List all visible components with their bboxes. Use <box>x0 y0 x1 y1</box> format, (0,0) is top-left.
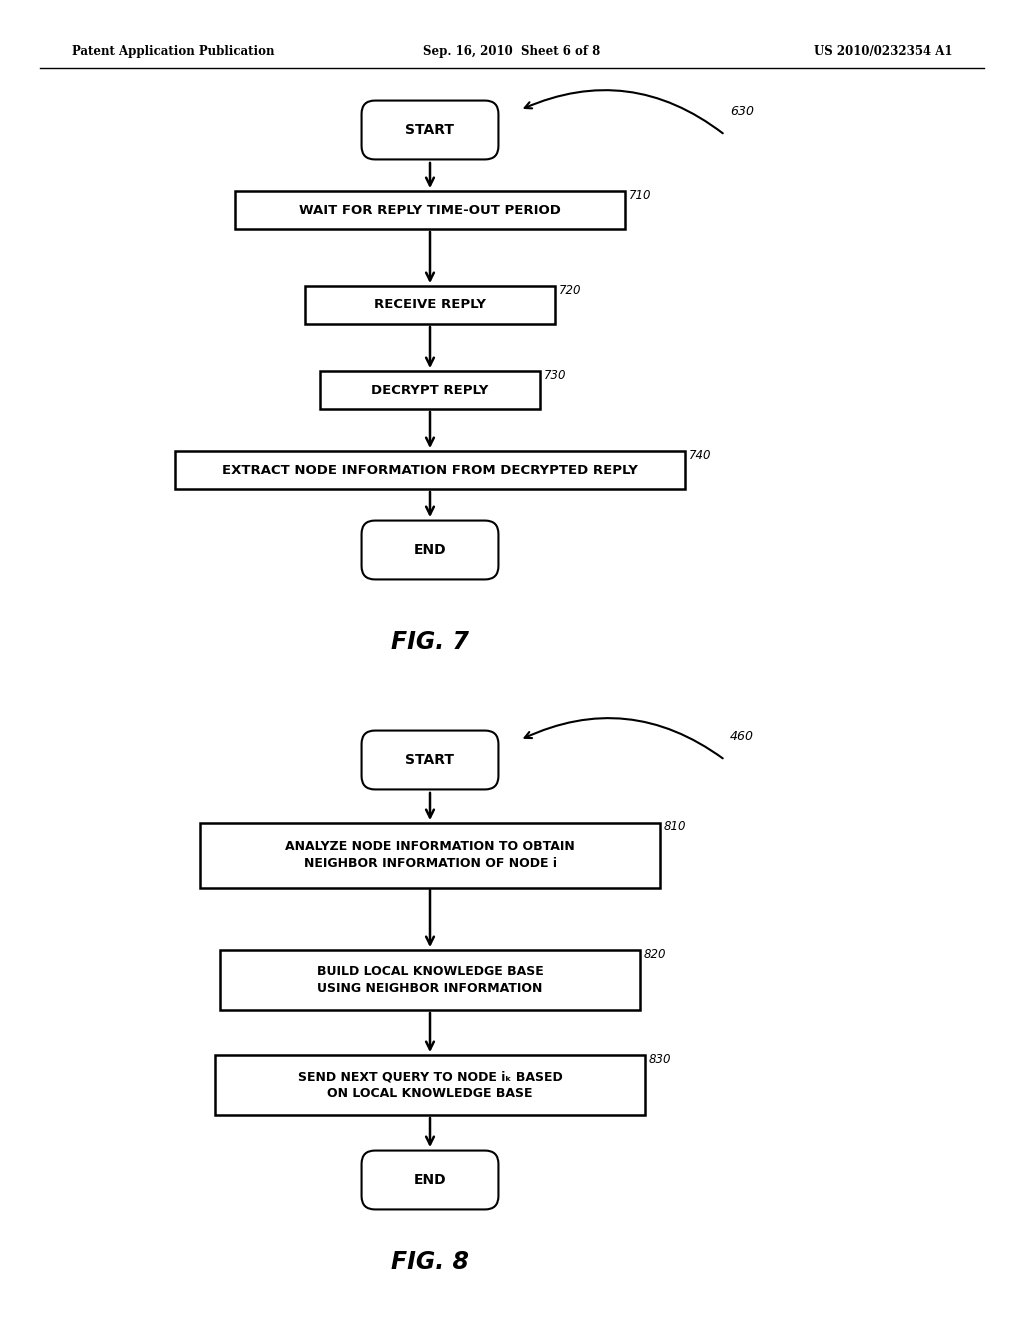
Text: 460: 460 <box>730 730 754 743</box>
Text: BUILD LOCAL KNOWLEDGE BASE
USING NEIGHBOR INFORMATION: BUILD LOCAL KNOWLEDGE BASE USING NEIGHBO… <box>316 965 544 995</box>
Text: 740: 740 <box>689 449 712 462</box>
Text: RECEIVE REPLY: RECEIVE REPLY <box>374 298 486 312</box>
Text: 720: 720 <box>559 284 582 297</box>
FancyBboxPatch shape <box>361 100 499 160</box>
Text: EXTRACT NODE INFORMATION FROM DECRYPTED REPLY: EXTRACT NODE INFORMATION FROM DECRYPTED … <box>222 463 638 477</box>
Bar <box>234 191 625 228</box>
Text: END: END <box>414 1173 446 1187</box>
Text: Sep. 16, 2010  Sheet 6 of 8: Sep. 16, 2010 Sheet 6 of 8 <box>423 45 601 58</box>
Text: SEND NEXT QUERY TO NODE iₖ BASED
ON LOCAL KNOWLEDGE BASE: SEND NEXT QUERY TO NODE iₖ BASED ON LOCA… <box>298 1071 562 1100</box>
Text: ANALYZE NODE INFORMATION TO OBTAIN
NEIGHBOR INFORMATION OF NODE i: ANALYZE NODE INFORMATION TO OBTAIN NEIGH… <box>285 840 574 870</box>
Bar <box>175 451 685 488</box>
Text: START: START <box>406 752 455 767</box>
FancyBboxPatch shape <box>361 520 499 579</box>
Text: 810: 810 <box>664 821 686 833</box>
Text: 730: 730 <box>544 370 566 381</box>
Text: 710: 710 <box>629 189 651 202</box>
FancyBboxPatch shape <box>361 730 499 789</box>
Text: FIG. 7: FIG. 7 <box>391 630 469 653</box>
Text: START: START <box>406 123 455 137</box>
Text: Patent Application Publication: Patent Application Publication <box>72 45 274 58</box>
Text: US 2010/0232354 A1: US 2010/0232354 A1 <box>813 45 952 58</box>
Bar <box>200 822 660 887</box>
Text: WAIT FOR REPLY TIME-OUT PERIOD: WAIT FOR REPLY TIME-OUT PERIOD <box>299 203 561 216</box>
Text: FIG. 8: FIG. 8 <box>391 1250 469 1274</box>
Text: DECRYPT REPLY: DECRYPT REPLY <box>372 384 488 396</box>
Text: 830: 830 <box>649 1053 672 1067</box>
Bar <box>220 950 640 1010</box>
Bar <box>319 371 540 409</box>
FancyBboxPatch shape <box>361 1151 499 1209</box>
Text: 820: 820 <box>644 948 667 961</box>
Bar <box>215 1055 645 1115</box>
Text: END: END <box>414 543 446 557</box>
Text: 630: 630 <box>730 106 754 117</box>
Bar <box>305 286 555 323</box>
